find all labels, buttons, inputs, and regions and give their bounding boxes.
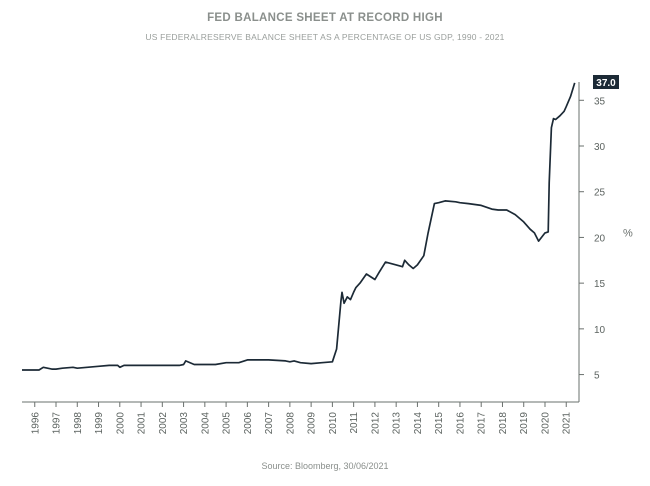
y-axis-ticks: 5 10 15 20 25 30 35 [579,96,606,382]
x-tick-label: 2016 [455,412,466,435]
x-tick-label: 2005 [222,412,233,435]
y-axis-unit-label: % [623,227,633,239]
x-tick-label: 1998 [73,412,84,435]
x-tick-label: 2003 [179,412,190,435]
x-tick-label: 2019 [519,412,530,435]
x-axis-ticks: 1996 1997 1998 1999 2000 2001 2002 2003 2004 2005… [30,402,573,435]
y-tick-label: 15 [594,279,606,290]
x-tick-label: 1997 [52,412,63,435]
x-tick-label: 2010 [328,412,339,435]
x-tick-label: 2014 [413,412,424,435]
series-line [22,82,576,371]
x-tick-label: 1999 [94,412,105,435]
x-tick-label: 2020 [540,412,551,435]
x-tick-label: 2012 [370,412,381,435]
x-tick-label: 2007 [264,412,275,435]
x-tick-label: 2000 [115,412,126,435]
x-tick-label: 2002 [158,412,169,435]
x-tick-label: 2001 [137,412,148,435]
y-tick-label: 25 [594,188,606,199]
x-tick-label: 1996 [30,412,41,435]
x-tick-label: 2006 [243,412,254,435]
x-tick-label: 2017 [477,412,488,435]
y-tick-label: 30 [594,142,606,153]
y-tick-label: 20 [594,233,606,244]
end-value-label: 37.0 [593,75,619,89]
chart-subtitle: US FEDERALRESERVE BALANCE SHEET AS A PER… [145,32,505,42]
y-tick-label: 35 [594,96,606,107]
y-tick-label: 5 [594,371,600,382]
x-tick-label: 2004 [200,412,211,435]
y-tick-label: 10 [594,325,606,336]
x-tick-label: 2015 [434,412,445,435]
end-label-text: 37.0 [596,78,616,89]
x-tick-label: 2008 [285,412,296,435]
x-tick-label: 2013 [392,412,403,435]
x-tick-label: 2018 [498,412,509,435]
x-tick-label: 2021 [562,412,573,435]
chart-title: FED BALANCE SHEET AT RECORD HIGH [207,12,443,24]
source-note: Source: Bloomberg, 30/06/2021 [261,461,389,471]
x-tick-label: 2009 [307,412,318,435]
end-label-background [593,75,619,89]
x-tick-label: 2011 [349,412,360,434]
